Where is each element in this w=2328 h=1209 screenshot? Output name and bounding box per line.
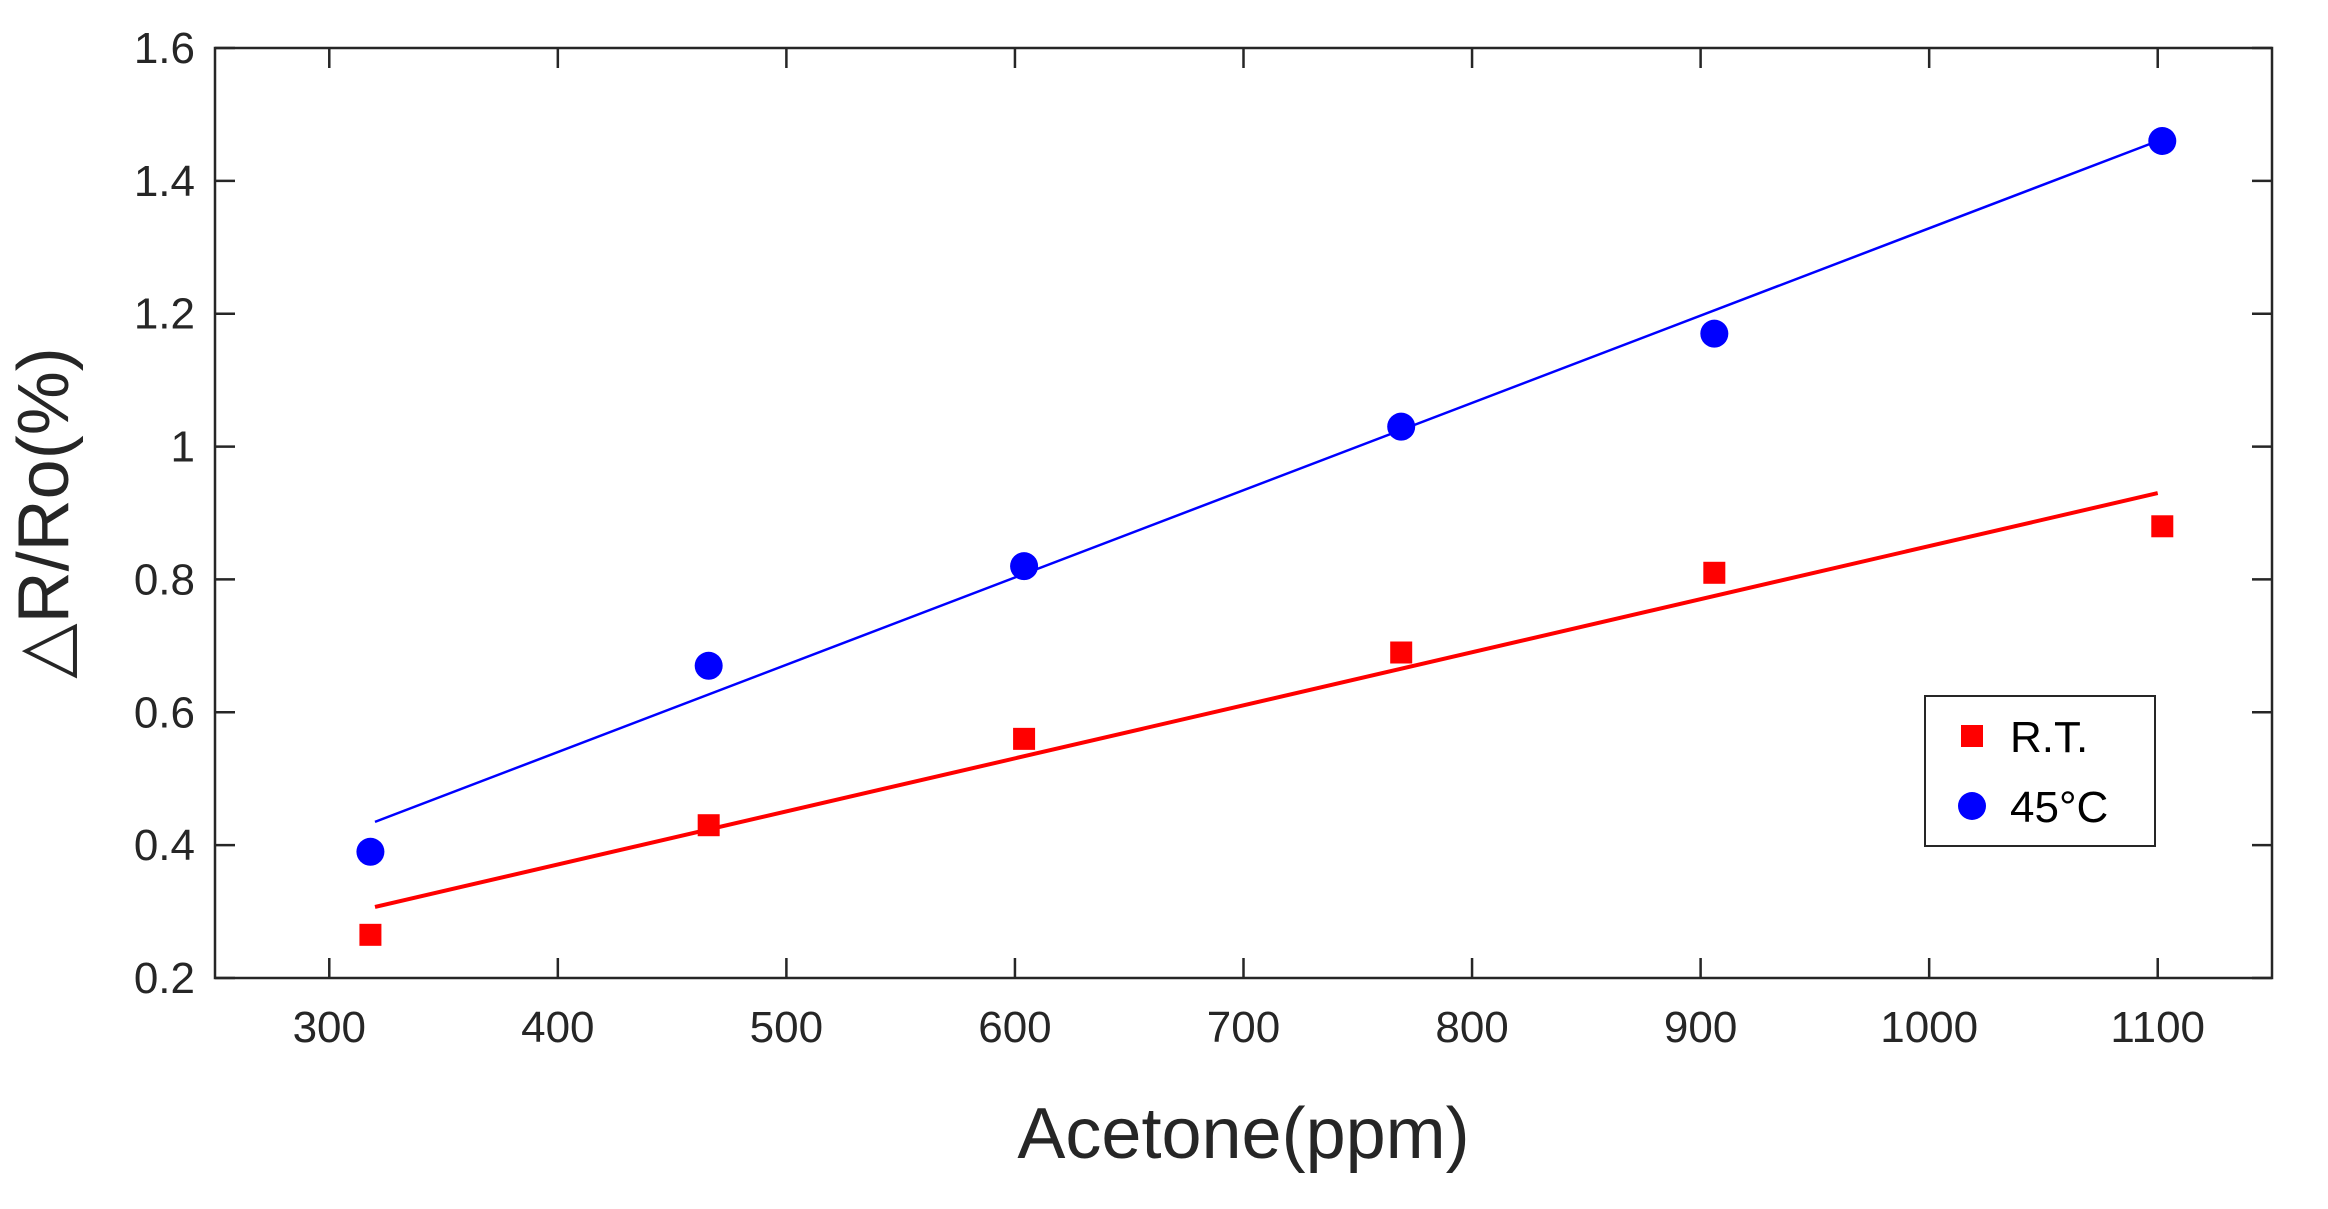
y-tick-label: 0.8 — [134, 555, 195, 604]
y-tick-label: 0.6 — [134, 688, 195, 737]
y-tick-label: 0.4 — [134, 821, 195, 870]
data-point-45c — [1010, 552, 1039, 581]
data-point-rt — [697, 814, 720, 837]
data-point-rt — [2151, 515, 2174, 538]
y-tick-label: 1 — [171, 423, 195, 472]
x-tick-label: 900 — [1664, 1003, 1737, 1052]
x-tick-label: 400 — [521, 1003, 594, 1052]
y-axis-tick-labels: 0.2 0.4 0.6 0.8 1 1.2 1.4 1.6 — [134, 24, 195, 1003]
y-tick-label: 0.2 — [134, 954, 195, 1003]
y-tick-label: 1.4 — [134, 157, 195, 206]
x-tick-label: 700 — [1207, 1003, 1280, 1052]
data-point-rt — [1703, 561, 1726, 584]
data-point-45c — [2148, 127, 2177, 155]
x-axis-title: Acetone(ppm) — [1017, 1094, 1469, 1174]
fit-line-rt — [374, 491, 2159, 909]
legend-entries: R.T. 45°C — [1958, 713, 2108, 832]
legend-label-45c: 45°C — [2010, 783, 2108, 832]
legend-marker-rt — [1961, 725, 1983, 747]
data-point-45c — [1700, 319, 1729, 348]
data-point-rt — [359, 923, 382, 946]
data-point-45c — [1387, 412, 1416, 441]
fit-lines — [374, 139, 2159, 909]
data-point-rt — [1390, 641, 1413, 664]
legend: R.T. 45°C — [1924, 695, 2156, 847]
x-tick-label: 1000 — [1880, 1003, 1978, 1052]
y-axis-title: △R/Ro(%) — [4, 347, 84, 678]
x-axis-tick-labels: 300 400 500 600 700 800 900 1000 1100 — [293, 1003, 2205, 1052]
x-tick-label: 500 — [750, 1003, 823, 1052]
data-point-45c — [356, 837, 385, 866]
x-tick-label: 600 — [978, 1003, 1051, 1052]
fit-line-45c — [374, 139, 2159, 824]
x-tick-label: 1100 — [2110, 1003, 2205, 1052]
y-tick-label: 1.2 — [134, 290, 195, 339]
x-tick-label: 300 — [293, 1003, 366, 1052]
data-markers — [356, 127, 2177, 946]
x-tick-label: 800 — [1435, 1003, 1508, 1052]
y-tick-label: 1.6 — [134, 24, 195, 73]
legend-label-rt: R.T. — [2010, 713, 2088, 762]
legend-box — [1924, 695, 2156, 847]
axis-ticks — [215, 46, 2272, 980]
legend-marker-45c — [1958, 792, 1986, 820]
data-point-rt — [1013, 727, 1036, 750]
data-point-45c — [694, 651, 723, 680]
